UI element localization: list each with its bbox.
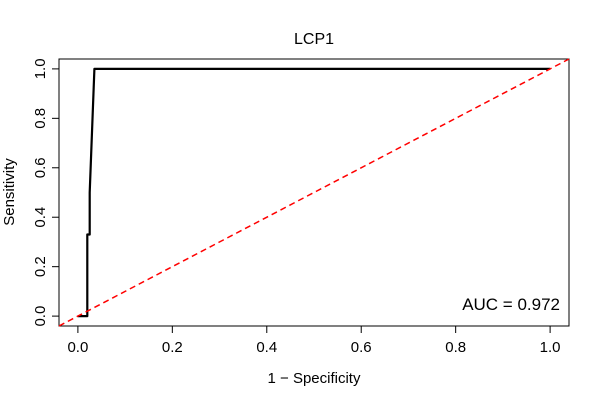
x-axis-title: 1 − Specificity bbox=[268, 370, 361, 387]
x-tick-label: 0.0 bbox=[67, 339, 88, 356]
plot-frame bbox=[58, 58, 570, 327]
y-axis-title: Sensitivity bbox=[1, 158, 18, 226]
x-tick-label: 0.4 bbox=[256, 339, 277, 356]
chart-title: LCP1 bbox=[294, 31, 334, 48]
y-tick-label: 0.2 bbox=[32, 256, 49, 277]
y-tick-label: 0.0 bbox=[32, 306, 49, 327]
y-tick-label: 1.0 bbox=[32, 58, 49, 79]
y-tick-label: 0.6 bbox=[32, 157, 49, 178]
roc-curve-line bbox=[77, 67, 551, 318]
x-tick-label: 1.0 bbox=[540, 339, 561, 356]
y-axis: 0.0 0.2 0.4 0.6 0.8 1.0 bbox=[32, 58, 60, 327]
y-tick-label: 0.8 bbox=[32, 108, 49, 129]
x-tick-label: 0.2 bbox=[162, 339, 183, 356]
reference-diagonal-line bbox=[58, 58, 570, 327]
x-tick-label: 0.6 bbox=[351, 339, 372, 356]
x-axis: 0.0 0.2 0.4 0.6 0.8 1.0 bbox=[67, 325, 561, 356]
auc-annotation: AUC = 0.972 bbox=[462, 295, 560, 314]
series-layer bbox=[58, 58, 570, 327]
y-tick-label: 0.4 bbox=[32, 207, 49, 228]
x-tick-label: 0.8 bbox=[445, 339, 466, 356]
